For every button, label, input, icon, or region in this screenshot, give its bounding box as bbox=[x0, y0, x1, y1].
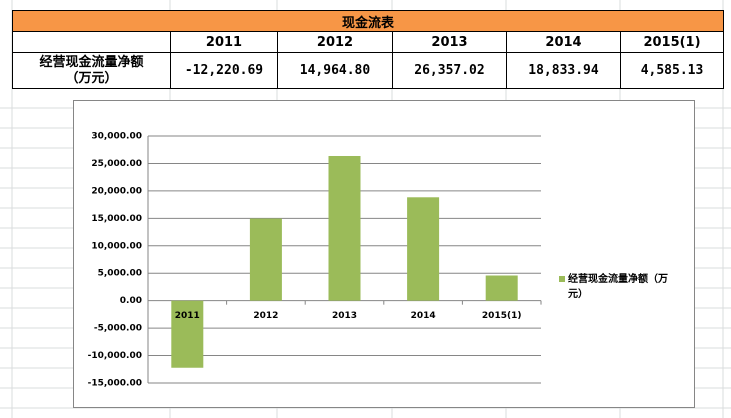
legend: 经营现金流量净额（万元） bbox=[559, 272, 680, 302]
value-cell: 4,585.13 bbox=[620, 52, 724, 89]
bar bbox=[171, 300, 204, 368]
row-label: 经营现金流量净额（万元） bbox=[39, 54, 144, 86]
legend-swatch bbox=[559, 276, 565, 282]
legend-label: 经营现金流量净额（万元） bbox=[568, 274, 668, 300]
y-tick-label: 0.00 bbox=[120, 296, 142, 306]
table-title: 现金流表 bbox=[12, 10, 724, 32]
value-cell: 18,833.94 bbox=[506, 52, 621, 89]
x-tick-label: 2015(1) bbox=[482, 311, 522, 321]
value-cell: -12,220.69 bbox=[170, 52, 278, 89]
x-tick-label: 2012 bbox=[253, 311, 278, 321]
bar bbox=[328, 155, 361, 301]
header-cell: 2013 bbox=[392, 31, 507, 53]
y-tick-label: 5,000.00 bbox=[98, 269, 142, 279]
y-tick-label: -5,000.00 bbox=[94, 324, 142, 334]
value-cell: 14,964.80 bbox=[277, 52, 393, 89]
y-tick-label: -15,000.00 bbox=[88, 379, 142, 389]
header-cell: 2014 bbox=[506, 31, 621, 53]
x-tick-label: 2013 bbox=[332, 311, 357, 321]
bar bbox=[407, 197, 440, 301]
y-tick-label: -10,000.00 bbox=[88, 351, 142, 361]
x-tick-label: 2011 bbox=[175, 311, 200, 321]
chart-area bbox=[73, 100, 695, 408]
header-cell: 2015(1) bbox=[620, 31, 724, 53]
y-tick-label: 20,000.00 bbox=[91, 186, 142, 196]
corner-cell bbox=[12, 31, 171, 53]
value-cell: 26,357.02 bbox=[392, 52, 507, 89]
y-tick-label: 10,000.00 bbox=[91, 241, 142, 251]
x-tick-label: 2014 bbox=[411, 311, 436, 321]
cash-flow-table: 现金流表 2011 2012 2013 2014 2015(1) 经营现金流量净… bbox=[12, 10, 724, 89]
y-tick-label: 30,000.00 bbox=[91, 132, 142, 142]
header-cell: 2012 bbox=[277, 31, 393, 53]
bar bbox=[485, 275, 518, 301]
y-tick-label: 25,000.00 bbox=[91, 159, 142, 169]
bar bbox=[249, 218, 282, 301]
y-tick-label: 15,000.00 bbox=[91, 214, 142, 224]
row-label-cell: 经营现金流量净额（万元） bbox=[12, 52, 171, 89]
